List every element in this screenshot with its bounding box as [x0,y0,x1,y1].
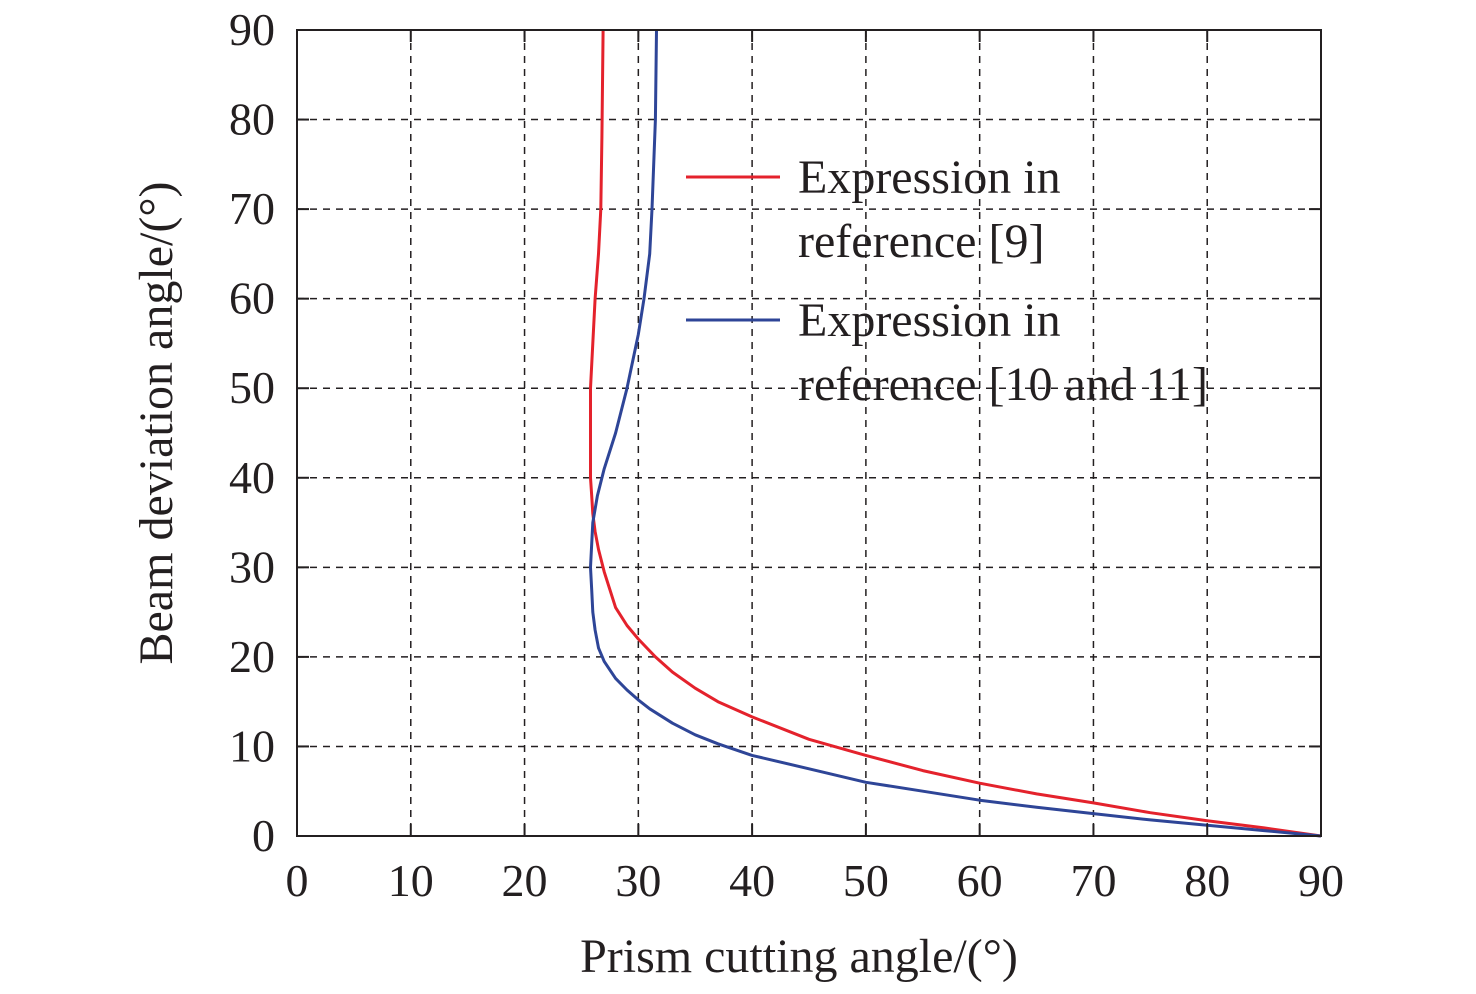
y-tick-label: 80 [229,94,275,145]
x-tick-label: 70 [1070,855,1116,906]
y-tick-label: 0 [252,810,275,861]
x-tick-label: 80 [1184,855,1230,906]
y-tick-label: 90 [229,4,275,55]
series-line-2 [589,29,1322,838]
x-tick-label: 10 [388,855,434,906]
series-layer [589,29,1322,838]
y-tick-label: 10 [229,720,275,771]
tick-labels: 0 10 20 30 40 50 60 70 80 90 0 10 20 30 40 50 60 70 80 90 [229,4,1344,906]
x-tick-label: 0 [286,855,309,906]
plot-frame [296,29,1322,837]
legend-label-1: reference [9] [798,215,1044,268]
y-tick-label: 60 [229,273,275,324]
x-tick-label: 90 [1298,855,1344,906]
y-tick-label: 50 [229,362,275,413]
grid [297,30,1321,836]
legend: Expression in reference [9] Expression in r… [686,151,1208,411]
x-axis-title: Prism cutting angle/(°) [580,930,1018,983]
y-axis-title: Beam deviation angle/(°) [130,181,183,664]
y-tick-label: 70 [229,183,275,234]
x-tick-label: 30 [615,855,661,906]
y-tick-label: 40 [229,452,275,503]
series-line-1 [589,29,1322,838]
x-tick-label: 20 [502,855,548,906]
x-tick-label: 50 [843,855,889,906]
tick-marks [296,29,1322,837]
y-tick-label: 20 [229,631,275,682]
legend-label-2: Expression in [798,294,1061,347]
x-tick-label: 60 [957,855,1003,906]
legend-label-1: Expression in [798,151,1061,204]
y-tick-label: 30 [229,541,275,592]
legend-label-2: reference [10 and 11] [798,358,1208,411]
x-tick-label: 40 [729,855,775,906]
